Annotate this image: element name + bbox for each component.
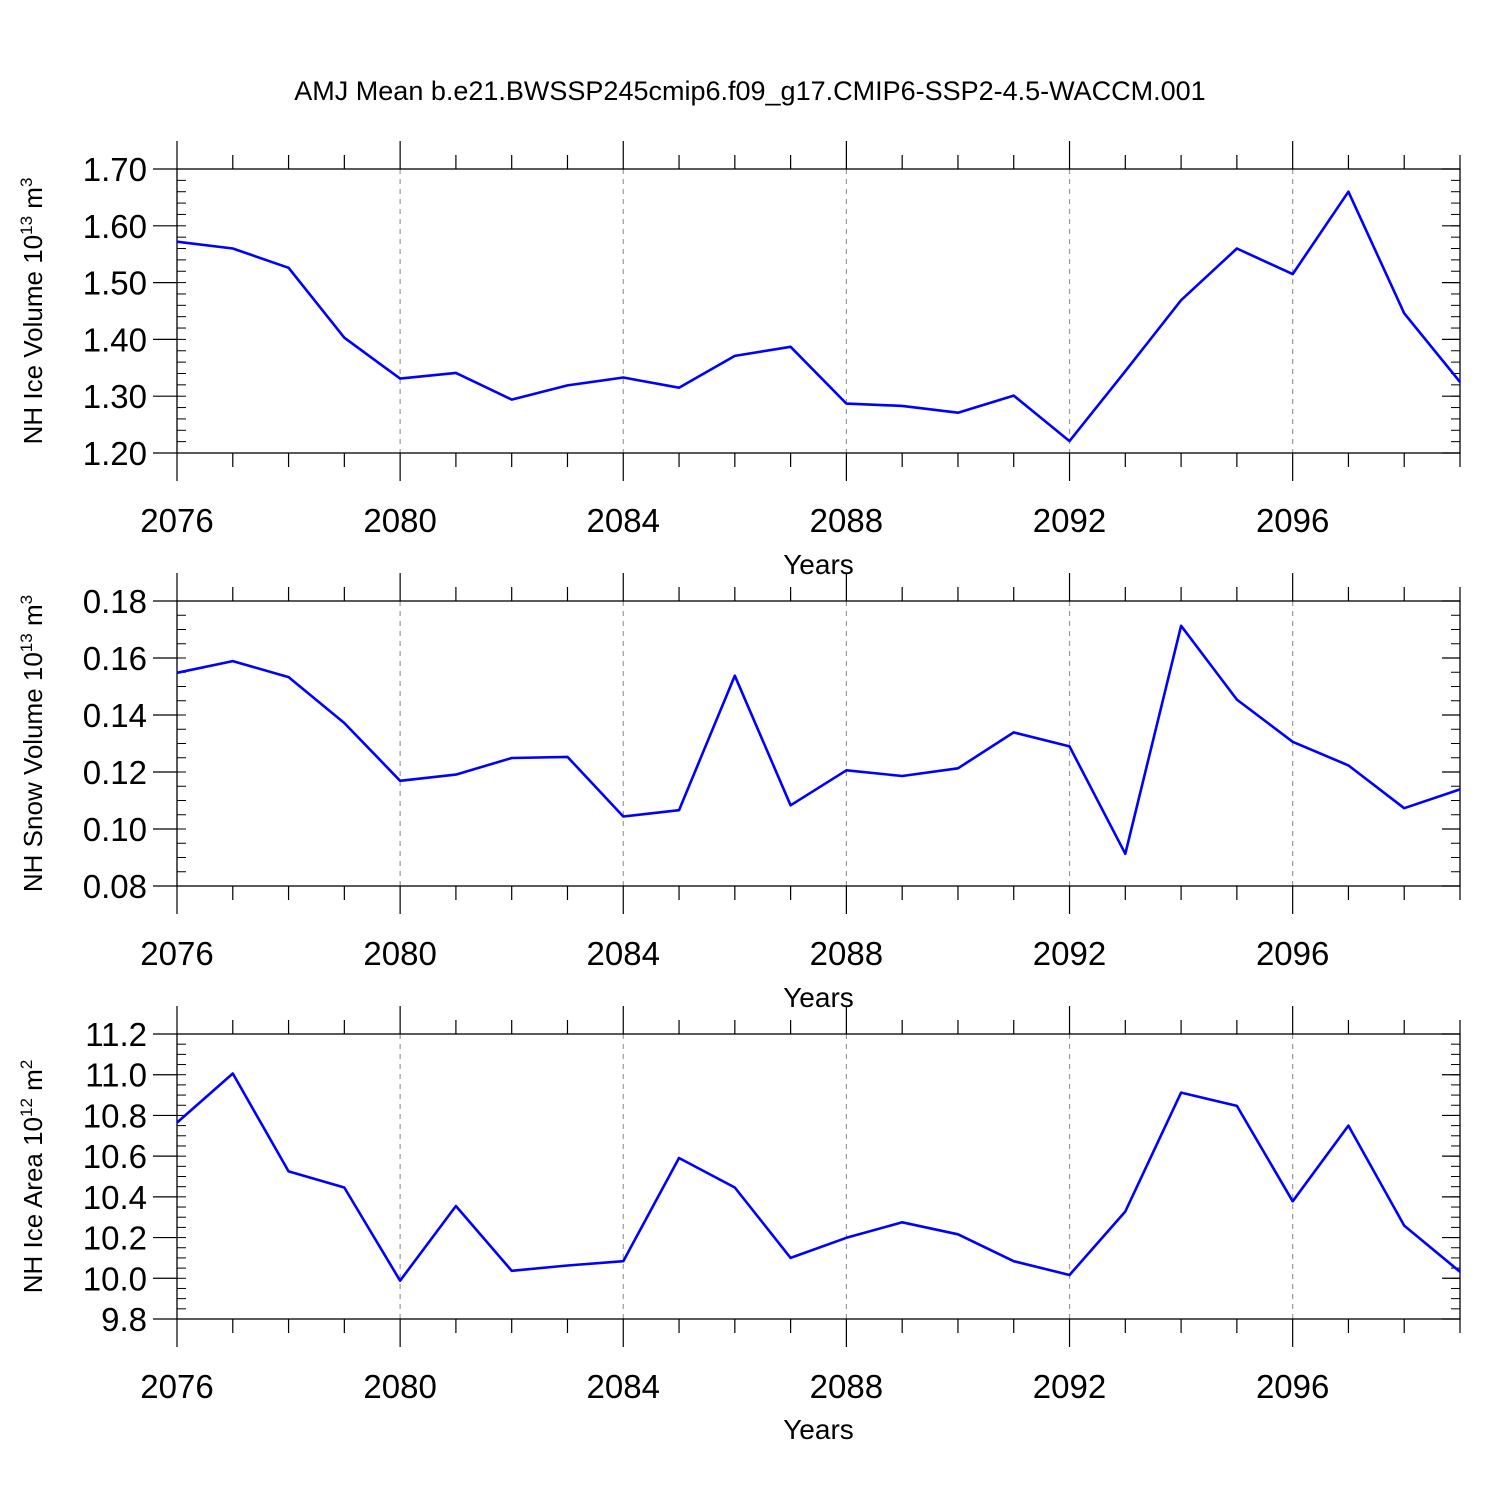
- panel-3-y-axis-label: NH Ice Area 1012 m2: [17, 1060, 48, 1294]
- panel-3-x-tick-label: 2080: [363, 1368, 436, 1405]
- panel-2-y-tick-label: 0.14: [83, 697, 147, 734]
- panel-2-x-axis-label: Years: [783, 982, 854, 1013]
- panel-2-y-tick-label: 0.12: [83, 754, 147, 791]
- panel-2-y-tick-label: 0.18: [83, 583, 147, 620]
- panel-3-y-tick-label: 10.4: [83, 1179, 147, 1216]
- panel-1-y-tick-label: 1.30: [83, 378, 147, 415]
- panel-2: 0.08 0.10 0.12 0.14 0.16 0.18 2076 2080 2084 2088…: [17, 573, 1461, 1013]
- panel-1-x-tick-label: 2076: [140, 502, 213, 539]
- panel-3-x-tick-label: 2084: [587, 1368, 660, 1405]
- panel-3-x-tick-label: 2092: [1033, 1368, 1106, 1405]
- panel-1-y-tick-label: 1.40: [83, 321, 147, 358]
- panel-1-y-tick-label: 1.70: [83, 151, 147, 188]
- panel-2-y-axis-label: NH Snow Volume 1013 m3: [17, 595, 48, 892]
- panel-2-plot-frame: [176, 600, 1461, 887]
- panel-1-x-tick-label: 2096: [1256, 502, 1329, 539]
- panel-2-x-tick-label: 2096: [1256, 935, 1329, 972]
- panel-1-x-tick-label: 2084: [587, 502, 660, 539]
- panel-2-x-tick-label: 2084: [587, 935, 660, 972]
- panel-3-y-tick-label: 9.8: [101, 1301, 147, 1338]
- panel-2-series-line: [176, 624, 1461, 856]
- panel-3-x-tick-label: 2096: [1256, 1368, 1329, 1405]
- panel-2-x-tick-label: 2076: [140, 935, 213, 972]
- panel-2-y-tick-label: 0.16: [83, 640, 147, 677]
- panel-1-y-tick-label: 1.60: [83, 208, 147, 245]
- panel-1-x-tick-label: 2092: [1033, 502, 1106, 539]
- panel-3-x-tick-label: 2088: [810, 1368, 883, 1405]
- panel-1-x-axis-label: Years: [783, 549, 854, 580]
- panel-1-y-axis-label: NH Ice Volume 1013 m3: [17, 178, 48, 445]
- panel-3-x-axis-label: Years: [783, 1414, 854, 1445]
- panel-1-x-tick-label: 2080: [363, 502, 436, 539]
- panel-1-y-tick-label: 1.50: [83, 265, 147, 302]
- panel-1-plot-frame: [176, 168, 1461, 454]
- panel-3-series-line: [176, 1072, 1461, 1282]
- panel-2-x-tick-label: 2092: [1033, 935, 1106, 972]
- panel-3-y-tick-label: 11.0: [85, 1057, 147, 1094]
- panel-3-y-tick-label: 10.0: [83, 1260, 147, 1297]
- panel-3-plot-frame: [176, 1033, 1461, 1320]
- panel-3-y-tick-label: 10.8: [83, 1097, 147, 1134]
- panel-3: 9.8 10.010.2 10.4 10.6 10.811.0 11.2 2076 2080 2…: [17, 1006, 1461, 1445]
- panel-1-series-line: [176, 190, 1462, 443]
- panel-1: 1.20 1.30 1.40 1.50 1.60 1.70 2076 2080 2084 2088…: [17, 141, 1462, 580]
- panel-3-y-tick-label: 11.2: [85, 1016, 147, 1053]
- panel-2-y-tick-label: 0.10: [83, 811, 147, 848]
- panel-2-x-tick-label: 2080: [363, 935, 436, 972]
- panel-1-x-tick-label: 2088: [810, 502, 883, 539]
- panel-1-y-tick-label: 1.20: [83, 435, 147, 472]
- page-title: AMJ Mean b.e21.BWSSP245cmip6.f09_g17.CMI…: [294, 76, 1206, 106]
- panel-3-y-tick-label: 10.6: [83, 1138, 147, 1175]
- panel-2-y-tick-label: 0.08: [83, 868, 147, 905]
- panel-3-x-tick-label: 2076: [140, 1368, 213, 1405]
- panel-2-x-tick-label: 2088: [810, 935, 883, 972]
- panel-3-y-tick-label: 10.2: [83, 1220, 147, 1257]
